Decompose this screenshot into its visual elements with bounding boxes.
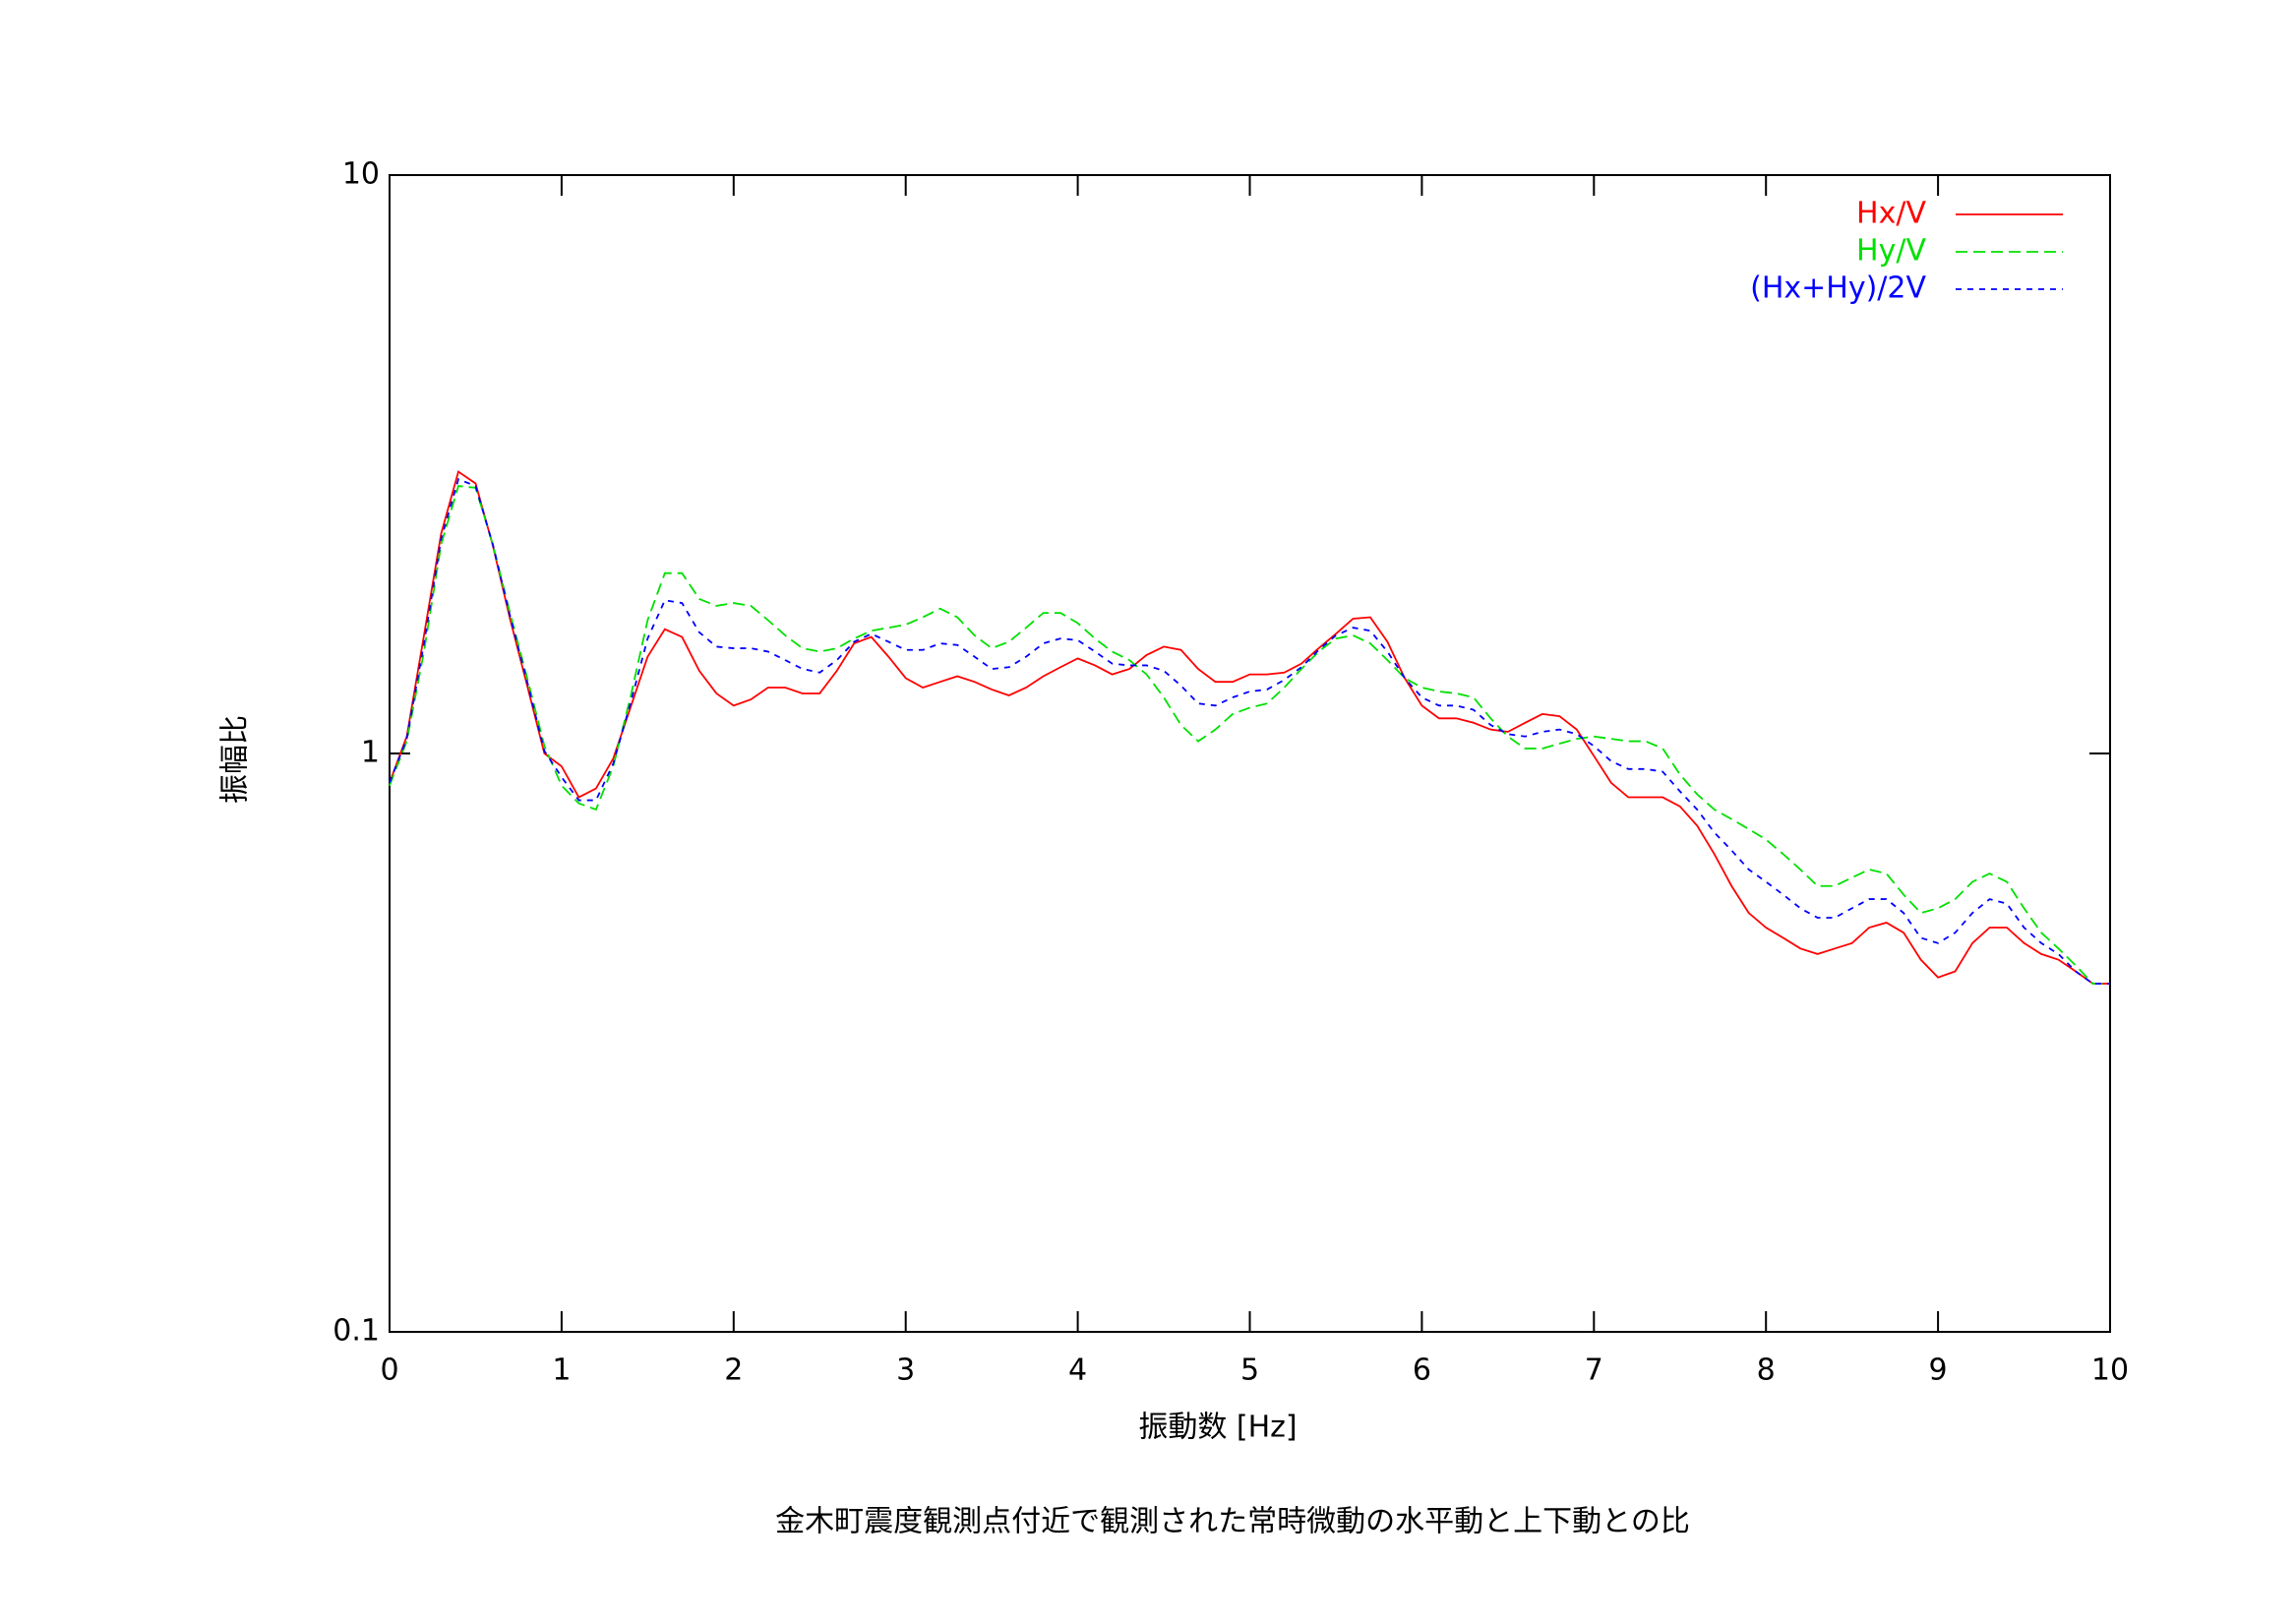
x-tick-label: 3: [896, 1353, 915, 1388]
x-tick-label: 7: [1585, 1353, 1603, 1388]
x-tick-label: 5: [1240, 1353, 1259, 1388]
x-tick-label: 8: [1757, 1353, 1776, 1388]
x-axis-label: 振動数 [Hz]: [1138, 1411, 1297, 1445]
y-tick-label: 10: [342, 157, 380, 192]
series-line: [389, 485, 2110, 985]
y-axis-label: 振幅比: [218, 715, 253, 804]
y-tick-label: 0.1: [332, 1314, 380, 1349]
x-tick-label: 10: [2091, 1353, 2129, 1388]
plot-frame: [389, 174, 2111, 1333]
y-tick-label: 1: [361, 736, 380, 770]
x-tick-label: 2: [724, 1353, 743, 1388]
x-tick-label: 9: [1929, 1353, 1948, 1388]
x-tick-label: 1: [552, 1353, 571, 1388]
legend-label: Hy/V: [1856, 234, 1926, 269]
x-tick-label: 6: [1413, 1353, 1431, 1388]
legend-label: Hx/V: [1856, 197, 1926, 231]
series-line: [389, 470, 2110, 985]
x-tick-label: 0: [380, 1353, 398, 1388]
x-tick-label: 4: [1068, 1353, 1087, 1388]
legend-label: (Hx+Hy)/2V: [1750, 271, 1926, 306]
chart-title: 金木町震度観測点付近で観測された常時微動の水平動と上下動との比: [775, 1505, 1690, 1539]
series-line: [389, 477, 2110, 985]
